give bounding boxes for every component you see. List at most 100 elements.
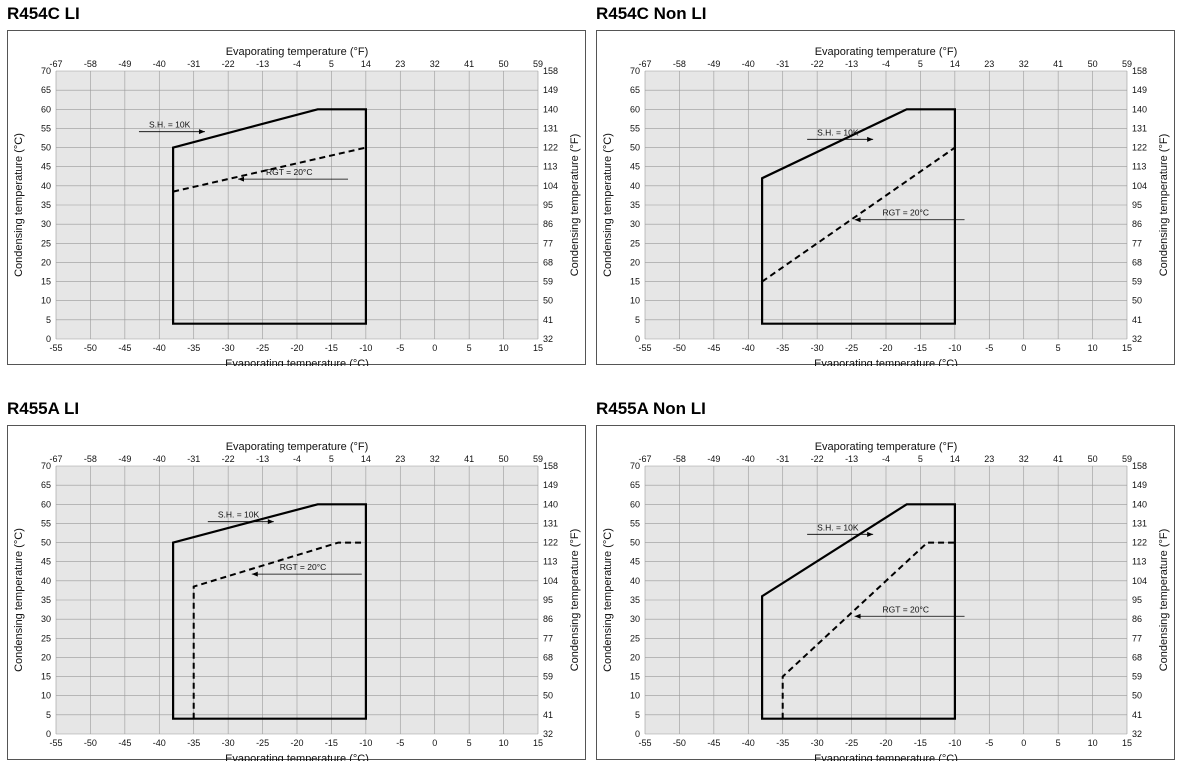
x-top-tick-label: 14 [361, 59, 371, 69]
x-top-tick-label: -4 [882, 59, 890, 69]
y-right-tick-label: 32 [1132, 729, 1142, 739]
chart-title: R455A Non LI [596, 399, 706, 418]
x-axis-bottom-title: Evaporating temperature (°C) [814, 753, 958, 761]
y-tick-label: 15 [630, 277, 640, 287]
x-top-tick-label: -31 [187, 454, 200, 464]
y-tick-label: 60 [41, 499, 51, 509]
x-tick-label: 10 [1088, 738, 1098, 748]
y-right-tick-label: 113 [543, 162, 557, 172]
x-top-tick-label: -13 [845, 454, 858, 464]
y-axis-right-title: Condensing temperature (°F) [1158, 529, 1170, 672]
rgt-envelope-line [781, 541, 955, 719]
y-right-tick-label: 77 [1132, 238, 1142, 248]
x-tick-label: -45 [707, 343, 720, 353]
x-tick-label: -15 [914, 343, 927, 353]
y-tick-label: 50 [630, 143, 640, 153]
y-tick-label: 55 [41, 518, 51, 528]
x-top-tick-label: 5 [918, 454, 923, 464]
y-tick-label: 5 [46, 710, 51, 720]
x-tick-label: -10 [948, 738, 961, 748]
y-tick-label: 45 [630, 162, 640, 172]
x-tick-label: -5 [985, 343, 993, 353]
x-tick-label: 15 [1122, 343, 1132, 353]
y-axis-left-title: Condensing temperature (°C) [602, 528, 614, 672]
y-right-tick-label: 149 [1132, 85, 1147, 95]
x-axis-top-title: Evaporating temperature (°F) [815, 46, 958, 58]
x-top-tick-label: -49 [118, 454, 131, 464]
y-tick-label: 10 [630, 691, 640, 701]
annotation-label: RGT = 20°C [883, 208, 929, 218]
y-tick-label: 70 [41, 461, 51, 471]
operating-envelope-chart: -55 -50 -45 -40 -35 -30 -25 -20 -15 -10 -5 0 5 10 15-6… [602, 441, 1170, 761]
y-right-tick-label: 68 [543, 257, 553, 267]
y-right-tick-label: 149 [543, 85, 558, 95]
y-tick-label: 60 [630, 499, 640, 509]
x-tick-label: -45 [118, 343, 131, 353]
y-tick-label: 5 [635, 710, 640, 720]
y-tick-label: 65 [630, 480, 640, 490]
x-tick-label: -10 [948, 343, 961, 353]
x-axis-top-title: Evaporating temperature (°F) [226, 441, 369, 453]
x-tick-label: 0 [432, 343, 437, 353]
x-tick-label: -55 [638, 343, 651, 353]
x-tick-label: -25 [845, 738, 858, 748]
y-right-tick-label: 104 [543, 181, 558, 191]
x-top-tick-label: 5 [329, 59, 334, 69]
x-top-tick-label: 41 [464, 454, 474, 464]
x-top-tick-label: 14 [950, 454, 960, 464]
y-tick-label: 40 [630, 576, 640, 586]
x-top-tick-label: -58 [84, 454, 97, 464]
x-tick-label: -25 [256, 738, 269, 748]
x-top-tick-label: 32 [1019, 59, 1029, 69]
y-right-tick-label: 140 [1132, 499, 1147, 509]
x-tick-label: -15 [325, 343, 338, 353]
x-tick-label: -25 [256, 343, 269, 353]
x-top-tick-label: 32 [430, 59, 440, 69]
y-tick-label: 15 [41, 277, 51, 287]
x-tick-label: -50 [673, 343, 686, 353]
y-right-tick-label: 50 [543, 296, 553, 306]
y-axis-right-title: Condensing temperature (°F) [569, 529, 581, 672]
annotation-arrowhead [854, 217, 861, 223]
y-tick-label: 30 [41, 614, 51, 624]
y-tick-label: 65 [41, 85, 51, 95]
operating-envelope-chart: -55 -50 -45 -40 -35 -30 -25 -20 -15 -10 -5 0 5 10 15-6… [13, 46, 581, 366]
x-top-tick-label: -13 [845, 59, 858, 69]
x-top-tick-label: -40 [742, 454, 755, 464]
y-tick-label: 60 [41, 104, 51, 114]
x-top-tick-label: -4 [293, 454, 301, 464]
x-axis-top-title: Evaporating temperature (°F) [815, 441, 958, 453]
x-top-tick-label: 50 [1088, 59, 1098, 69]
x-top-tick-label: -4 [293, 59, 301, 69]
y-right-tick-label: 131 [1132, 123, 1147, 133]
x-tick-label: -40 [153, 738, 166, 748]
y-tick-label: 35 [41, 200, 51, 210]
x-top-tick-label: -22 [811, 59, 824, 69]
y-tick-label: 45 [41, 557, 51, 567]
annotation-label: RGT = 20°C [266, 167, 312, 177]
y-tick-label: 5 [635, 315, 640, 325]
y-tick-label: 25 [41, 633, 51, 643]
y-tick-label: 65 [630, 85, 640, 95]
x-tick-label: -35 [187, 738, 200, 748]
y-right-tick-label: 104 [543, 576, 558, 586]
y-tick-label: 0 [635, 729, 640, 739]
y-tick-label: 70 [630, 461, 640, 471]
y-tick-label: 15 [41, 672, 51, 682]
x-top-tick-label: -58 [673, 454, 686, 464]
y-right-tick-label: 50 [1132, 691, 1142, 701]
x-top-tick-label: -31 [776, 454, 789, 464]
x-top-tick-label: -4 [882, 454, 890, 464]
x-axis-bottom-title: Evaporating temperature (°C) [225, 753, 369, 761]
y-tick-label: 30 [630, 219, 640, 229]
x-top-tick-label: 59 [533, 454, 543, 464]
annotation-label: S.H. = 10K [817, 127, 859, 137]
y-right-tick-label: 95 [1132, 595, 1142, 605]
x-tick-label: -50 [84, 738, 97, 748]
y-tick-label: 10 [630, 296, 640, 306]
operating-envelope-chart: -55 -50 -45 -40 -35 -30 -25 -20 -15 -10 -5 0 5 10 15-6… [602, 46, 1170, 366]
x-tick-label: -10 [359, 343, 372, 353]
x-tick-label: -35 [187, 343, 200, 353]
y-right-tick-label: 68 [1132, 652, 1142, 662]
x-top-tick-label: 41 [1053, 59, 1063, 69]
